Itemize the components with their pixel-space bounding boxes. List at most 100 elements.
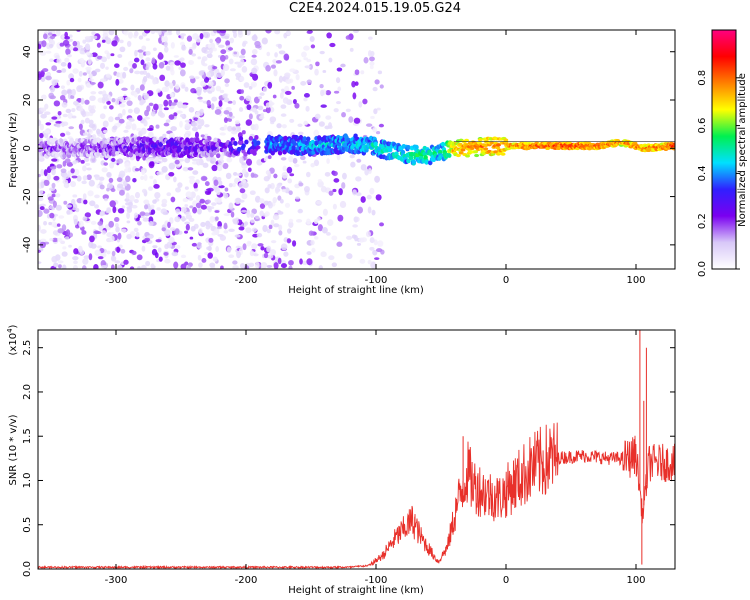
heatmap-cell bbox=[126, 233, 132, 240]
heatmap-cell bbox=[206, 246, 211, 251]
heatmap-cell bbox=[296, 151, 301, 156]
heatmap-cell bbox=[179, 69, 186, 77]
heatmap-cell bbox=[406, 144, 411, 150]
heatmap-cell bbox=[493, 150, 499, 154]
x-tick-label: 0 bbox=[503, 275, 509, 286]
heatmap-cell bbox=[303, 97, 308, 102]
heatmap-cell bbox=[269, 167, 275, 174]
heatmap-cell bbox=[319, 83, 324, 89]
heatmap-cell bbox=[48, 205, 55, 210]
heatmap-cell bbox=[114, 222, 119, 228]
heatmap-cell bbox=[43, 169, 48, 177]
heatmap-cell bbox=[73, 218, 78, 226]
heatmap-cell bbox=[116, 183, 124, 189]
heatmap-cell bbox=[168, 236, 175, 244]
heatmap-cell bbox=[152, 245, 158, 249]
heatmap-cell bbox=[233, 31, 238, 38]
heatmap-cell bbox=[280, 113, 287, 117]
heatmap-cell bbox=[40, 169, 45, 177]
heatmap-cell bbox=[156, 88, 161, 93]
heatmap-cell bbox=[140, 59, 145, 66]
heatmap-cell bbox=[200, 221, 206, 228]
heatmap-cell bbox=[181, 84, 186, 89]
heatmap-cell bbox=[40, 229, 47, 234]
heatmap-cell bbox=[106, 187, 110, 192]
heatmap-cell bbox=[294, 102, 300, 109]
colorbar-label: Normalized spectral amplitude bbox=[737, 73, 748, 227]
heatmap-cell bbox=[47, 32, 53, 36]
heatmap-cell bbox=[360, 70, 365, 75]
heatmap-cell bbox=[145, 260, 151, 267]
heatmap-cell bbox=[254, 134, 259, 140]
heatmap-cell bbox=[321, 227, 328, 234]
heatmap-cell bbox=[117, 232, 122, 240]
heatmap-cell bbox=[201, 56, 208, 62]
y-tick-label: 1.5 bbox=[22, 428, 33, 444]
heatmap-cell bbox=[57, 264, 62, 269]
heatmap-cell bbox=[297, 123, 303, 128]
heatmap-cell bbox=[39, 132, 44, 139]
snr-y-scale: (x104) bbox=[6, 324, 19, 355]
heatmap-cell bbox=[61, 102, 68, 108]
heatmap-cell bbox=[278, 50, 286, 55]
heatmap-cell bbox=[299, 258, 303, 265]
heatmap-cell bbox=[51, 65, 58, 72]
heatmap-cell bbox=[226, 157, 233, 163]
heatmap-cell bbox=[281, 188, 287, 193]
heatmap-cell bbox=[262, 87, 268, 93]
heatmap-cell bbox=[191, 158, 198, 162]
heatmap-cell bbox=[105, 73, 111, 78]
heatmap-cell bbox=[48, 118, 55, 123]
heatmap-cell bbox=[177, 101, 184, 109]
heatmap-cell bbox=[266, 228, 271, 234]
heatmap-cell bbox=[152, 47, 157, 52]
heatmap-cell bbox=[314, 236, 319, 240]
heatmap-cell bbox=[82, 265, 87, 269]
heatmap-cell bbox=[320, 186, 327, 193]
heatmap-cell bbox=[306, 258, 313, 266]
heatmap-cell bbox=[306, 79, 313, 84]
heatmap-cell bbox=[62, 113, 68, 118]
heatmap-cell bbox=[89, 235, 95, 243]
heatmap-cell bbox=[357, 206, 363, 214]
heatmap-cell bbox=[217, 221, 222, 228]
heatmap-cell bbox=[216, 30, 222, 34]
heatmap-cell bbox=[72, 256, 79, 261]
heatmap-cell bbox=[370, 115, 375, 119]
heatmap-cell bbox=[464, 138, 470, 142]
heatmap-cell bbox=[90, 243, 97, 249]
heatmap-cell bbox=[265, 64, 271, 72]
heatmap-cell bbox=[75, 207, 80, 213]
heatmap-cell bbox=[195, 111, 200, 118]
heatmap-cell bbox=[48, 43, 54, 48]
heatmap-cell bbox=[228, 254, 235, 259]
heatmap-cell bbox=[196, 208, 202, 215]
heatmap-cell bbox=[264, 187, 270, 194]
heatmap-cell bbox=[339, 200, 347, 208]
heatmap-cell bbox=[275, 60, 282, 64]
heatmap-cell bbox=[345, 108, 351, 113]
heatmap-cell bbox=[215, 246, 220, 253]
heatmap-cell bbox=[317, 179, 322, 183]
heatmap-cell bbox=[294, 163, 300, 168]
heatmap-cell bbox=[49, 212, 55, 219]
heatmap-cell bbox=[272, 214, 280, 221]
heatmap-cell bbox=[319, 50, 325, 55]
heatmap-cell bbox=[126, 220, 131, 224]
heatmap-cell bbox=[73, 260, 78, 265]
heatmap-cell bbox=[39, 123, 45, 131]
heatmap-cell bbox=[284, 202, 291, 208]
heatmap-cell bbox=[67, 62, 72, 69]
heatmap-cell bbox=[265, 106, 271, 114]
heatmap-cell bbox=[141, 45, 147, 51]
heatmap-cell bbox=[322, 208, 328, 216]
heatmap-cell bbox=[273, 69, 278, 77]
heatmap-cell bbox=[82, 258, 89, 265]
heatmap-cell bbox=[248, 113, 253, 120]
heatmap-cell bbox=[267, 202, 273, 209]
heatmap-cell bbox=[163, 251, 169, 256]
heatmap-cell bbox=[225, 172, 232, 180]
heatmap-cell bbox=[184, 186, 189, 190]
heatmap-cell bbox=[239, 263, 246, 269]
